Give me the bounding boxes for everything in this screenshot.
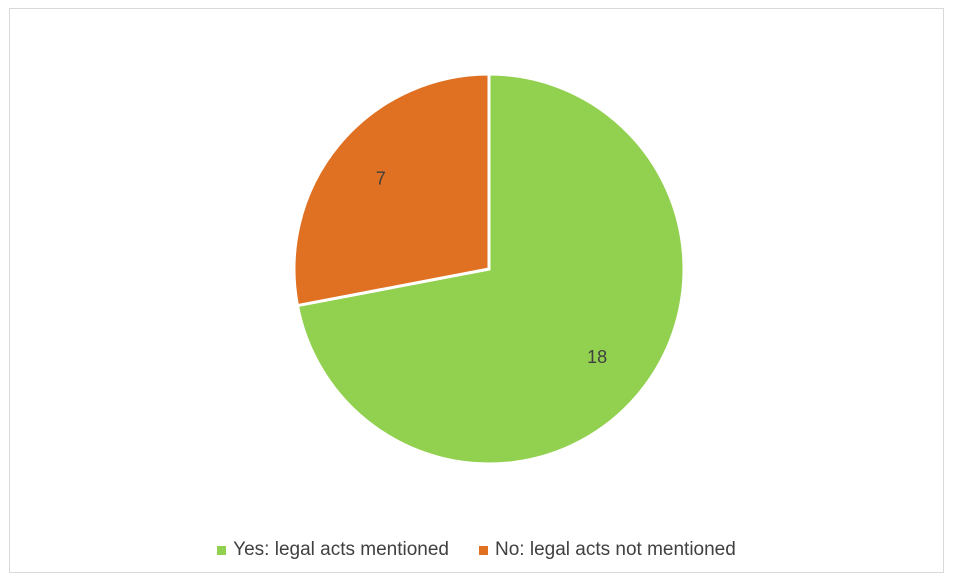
legend-item-no: No: legal acts not mentioned [479, 539, 736, 561]
legend-swatch-no [479, 545, 488, 555]
legend-label-yes: Yes: legal acts mentioned [233, 539, 449, 560]
pie-chart: 18 7 [292, 72, 686, 466]
legend-item-yes: Yes: legal acts mentioned [217, 539, 449, 561]
slice-yes [295, 72, 686, 466]
data-label-no: 7 [376, 168, 386, 188]
slice-no [292, 72, 491, 308]
chart-area: 18 7 Yes: legal acts mentioned No: legal … [9, 8, 944, 573]
legend-label-no: No: legal acts not mentioned [495, 539, 736, 560]
legend: Yes: legal acts mentioned No: legal acts… [10, 539, 943, 561]
data-label-yes: 18 [587, 347, 607, 367]
legend-swatch-yes [217, 545, 227, 555]
